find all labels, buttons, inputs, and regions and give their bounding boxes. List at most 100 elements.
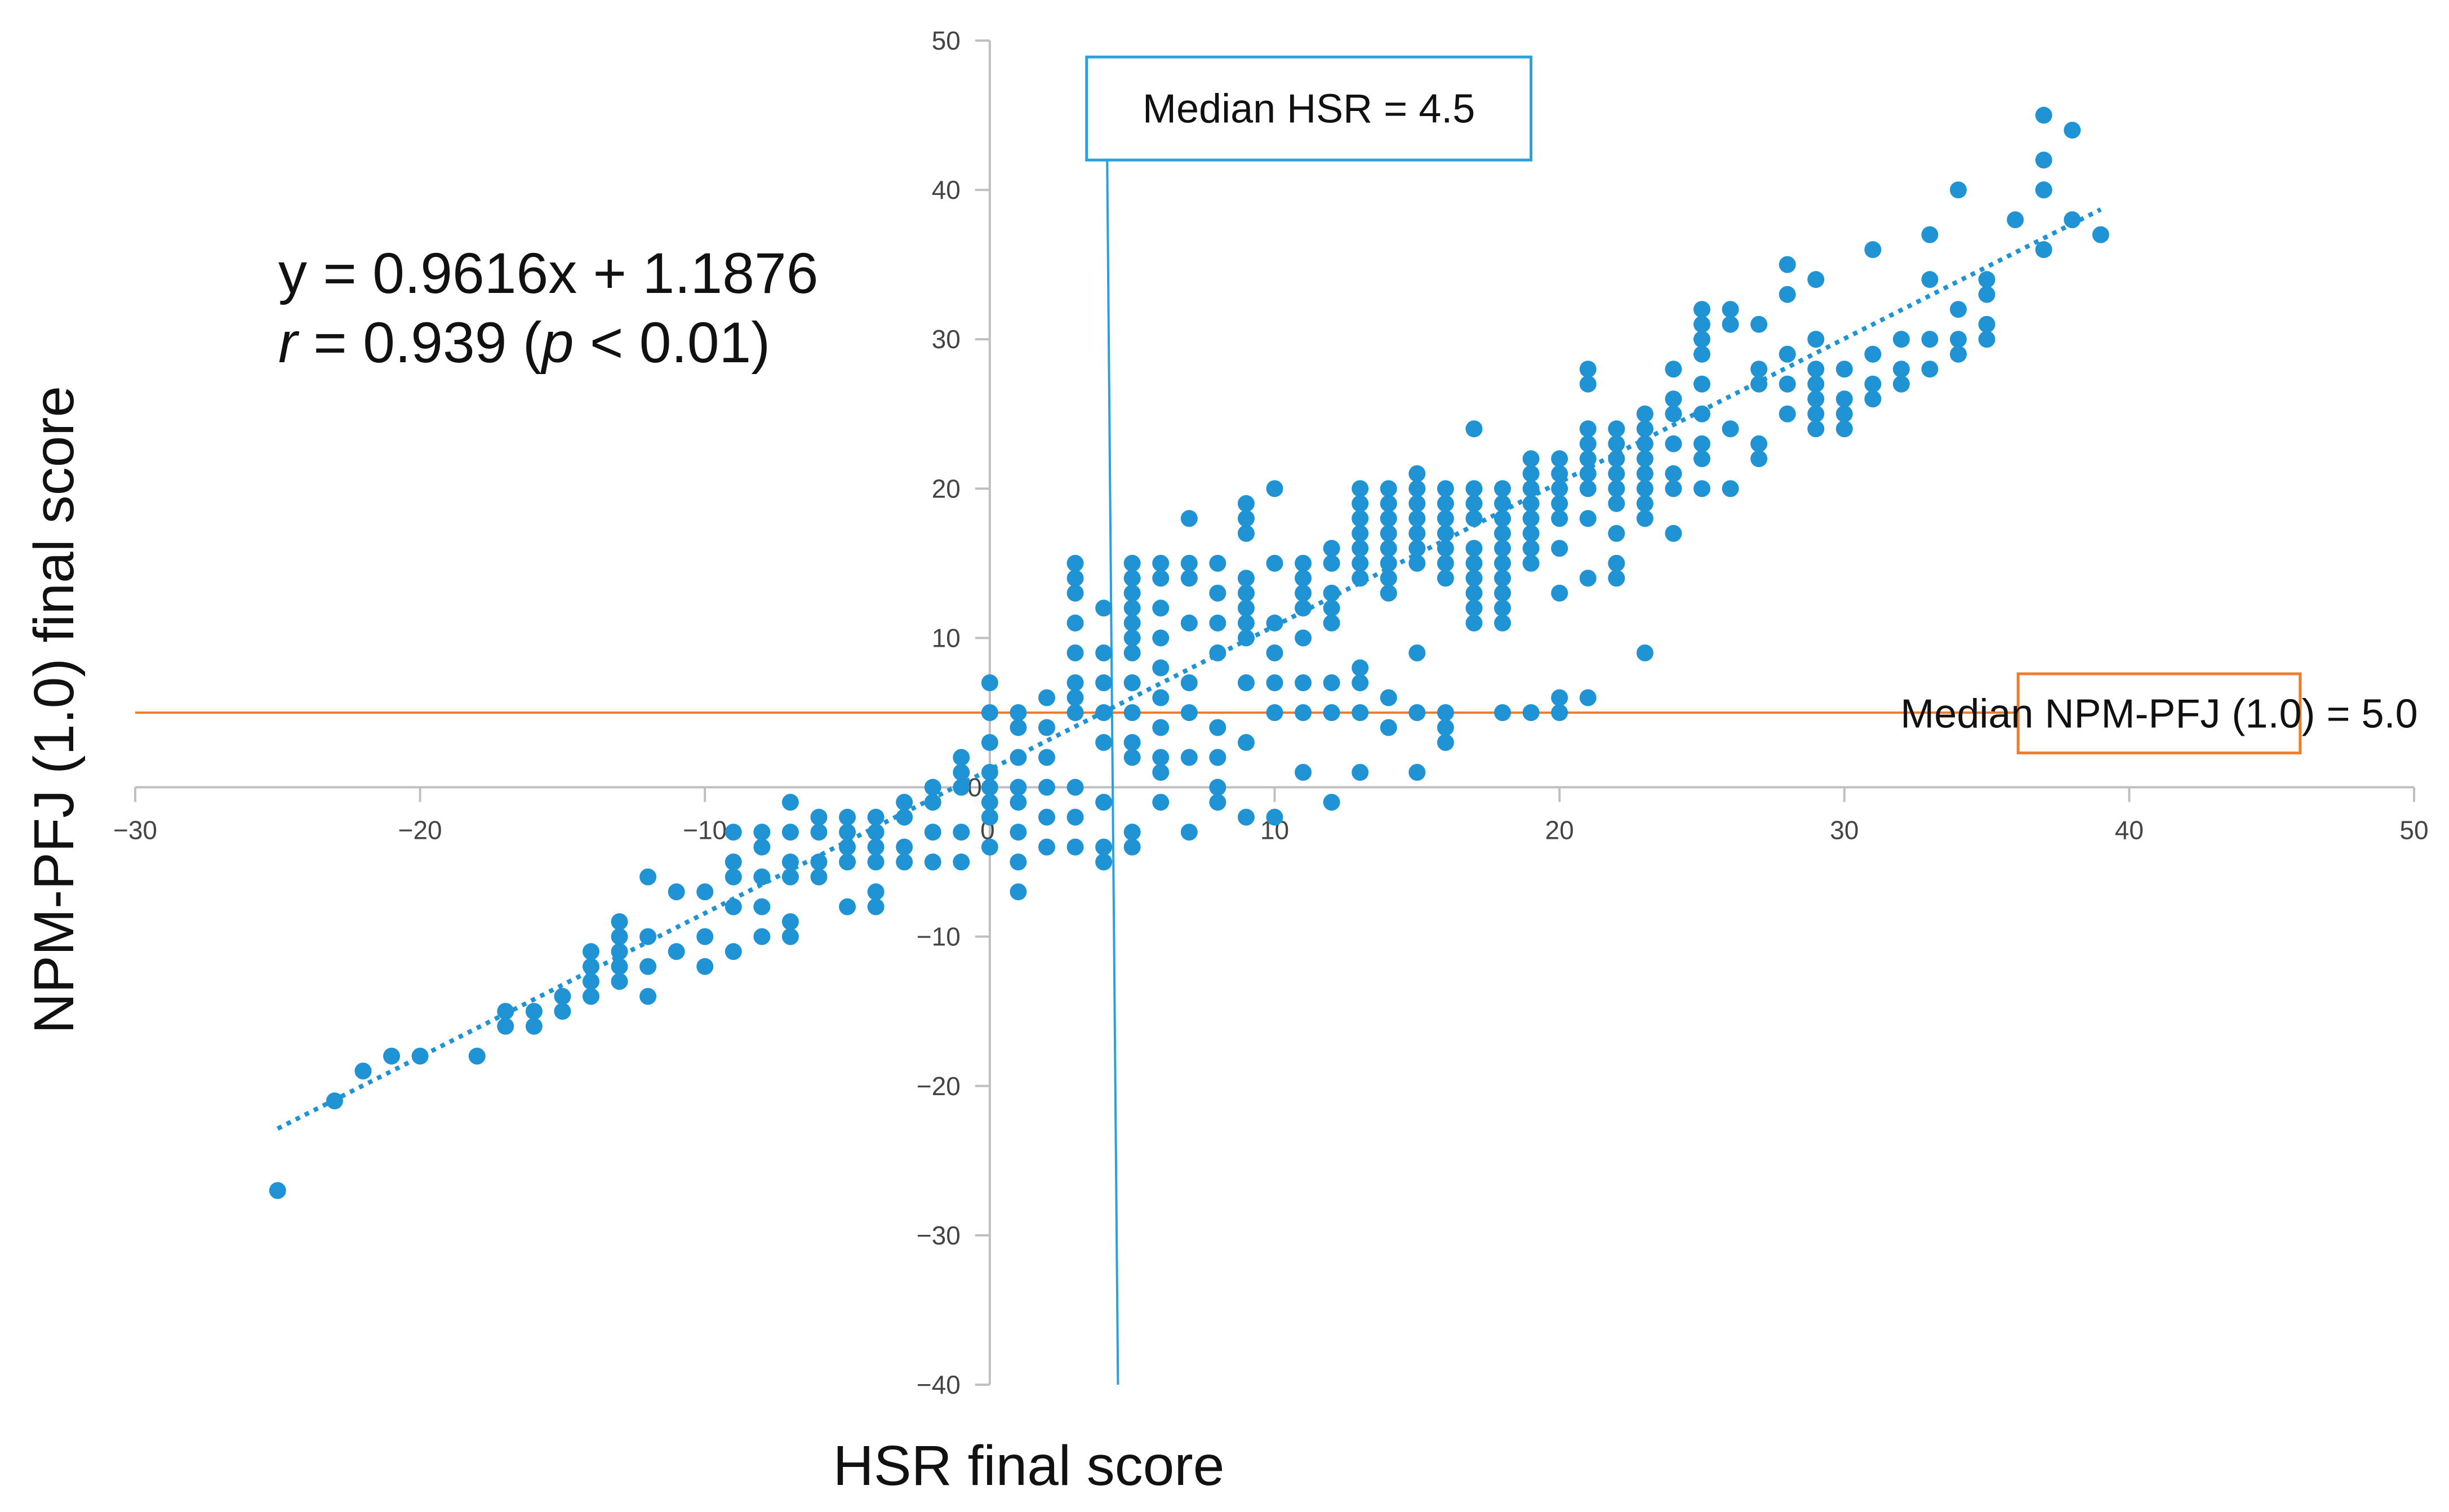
data-point: [554, 1003, 571, 1020]
data-point: [1636, 420, 1654, 438]
data-point: [1408, 524, 1426, 542]
data-point: [1237, 510, 1255, 527]
data-point: [1636, 480, 1654, 497]
data-point: [1693, 331, 1710, 348]
regression-equation: y = 0.9616x + 1.1876: [278, 241, 818, 305]
data-point: [1180, 570, 1198, 587]
data-point: [1408, 540, 1426, 557]
data-point: [725, 943, 742, 960]
data-point: [1665, 435, 1682, 452]
data-point: [1237, 808, 1255, 826]
data-point: [1237, 584, 1255, 602]
data-point: [753, 868, 771, 886]
data-point: [1665, 405, 1682, 423]
data-point: [1494, 495, 1511, 512]
data-point: [696, 883, 714, 901]
data-point: [1494, 480, 1511, 497]
data-point: [1465, 584, 1483, 602]
data-point: [1123, 704, 1141, 721]
data-point: [1551, 450, 1568, 468]
y-tick-label: 50: [932, 26, 961, 55]
data-point: [1010, 853, 1027, 871]
y-tick-label: 30: [932, 324, 961, 354]
data-point: [1266, 704, 1283, 721]
data-point: [1352, 554, 1369, 572]
data-point: [1950, 181, 1967, 199]
data-point: [1295, 764, 1312, 781]
data-point: [1323, 599, 1340, 617]
data-point: [1295, 554, 1312, 572]
data-point: [1209, 719, 1226, 736]
data-point: [1892, 361, 1910, 378]
data-point: [2064, 122, 2081, 139]
data-point: [1352, 704, 1369, 721]
r-symbol: r: [278, 310, 300, 375]
data-point: [1123, 614, 1141, 632]
data-point: [1693, 301, 1710, 318]
data-point: [1352, 570, 1369, 587]
data-point: [1750, 450, 1768, 468]
data-point: [1066, 704, 1084, 721]
data-point: [1779, 405, 1796, 423]
data-point: [1465, 554, 1483, 572]
data-point: [753, 838, 771, 856]
data-point: [1779, 375, 1796, 393]
data-point: [1807, 420, 1825, 438]
data-point: [1722, 315, 1739, 333]
data-point: [1522, 704, 1540, 721]
data-point: [1095, 644, 1113, 661]
data-point: [1892, 375, 1910, 393]
x-tick-label: 40: [2115, 816, 2144, 845]
data-point: [781, 913, 799, 931]
data-point: [1209, 584, 1226, 602]
data-point: [1437, 704, 1454, 721]
data-point: [1579, 420, 1597, 438]
data-point: [1921, 226, 1939, 243]
data-point: [981, 794, 998, 811]
data-point: [1038, 749, 1055, 766]
data-point: [1978, 331, 1995, 348]
data-point: [1323, 554, 1340, 572]
data-point: [1323, 794, 1340, 811]
data-point: [981, 779, 998, 796]
data-point: [1010, 719, 1027, 736]
data-point: [896, 853, 913, 871]
data-point: [753, 898, 771, 915]
data-point: [1807, 390, 1825, 408]
x-tick-label: −30: [113, 816, 157, 845]
data-point: [1494, 704, 1511, 721]
data-point: [1237, 674, 1255, 691]
data-point: [1579, 510, 1597, 527]
data-point: [696, 928, 714, 945]
data-point: [1921, 361, 1939, 378]
data-point: [1209, 749, 1226, 766]
data-point: [1437, 554, 1454, 572]
data-point: [1152, 599, 1170, 617]
data-point: [1779, 345, 1796, 363]
data-point: [781, 824, 799, 841]
data-point: [696, 958, 714, 975]
data-point: [1465, 614, 1483, 632]
data-point: [525, 1017, 543, 1035]
x-tick-label: −20: [398, 816, 442, 845]
data-point: [1295, 584, 1312, 602]
data-point: [1323, 704, 1340, 721]
data-point: [1237, 570, 1255, 587]
data-point: [839, 838, 856, 856]
data-point: [1066, 689, 1084, 706]
data-point: [810, 868, 828, 886]
data-point: [725, 898, 742, 915]
data-point: [1864, 241, 1882, 259]
data-point: [1295, 674, 1312, 691]
data-point: [781, 794, 799, 811]
data-point: [1209, 614, 1226, 632]
data-point: [1380, 570, 1397, 587]
data-point: [1750, 315, 1768, 333]
data-point: [1266, 644, 1283, 661]
data-point: [1010, 794, 1027, 811]
data-point: [1950, 301, 1967, 318]
data-point: [1608, 420, 1625, 438]
data-point: [1750, 435, 1768, 452]
data-point: [2035, 241, 2052, 259]
data-point: [1038, 838, 1055, 856]
